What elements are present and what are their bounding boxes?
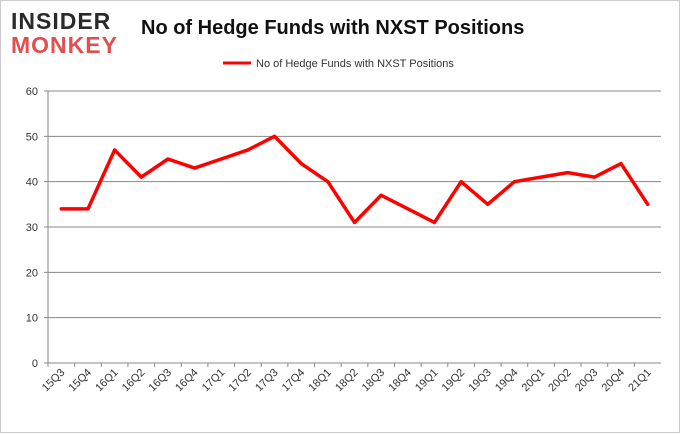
y-tick-label: 30 <box>26 222 38 234</box>
y-tick-label: 0 <box>32 358 38 370</box>
x-tick-label: 21Q1 <box>626 367 654 395</box>
x-tick-label: 19Q1 <box>413 367 441 395</box>
legend-label: No of Hedge Funds with NXST Positions <box>256 58 454 70</box>
data-point <box>379 193 383 197</box>
data-point <box>486 202 490 206</box>
data-point <box>113 148 117 152</box>
x-tick-label: 17Q2 <box>226 367 254 395</box>
x-tick-label: 17Q1 <box>200 367 228 395</box>
x-tick-label: 20Q2 <box>546 367 574 395</box>
data-point <box>193 166 197 170</box>
x-tick-label: 16Q2 <box>120 367 148 395</box>
logo-line1: INSIDER <box>11 8 112 34</box>
x-tick-label: 19Q4 <box>493 367 521 395</box>
data-point <box>353 220 356 224</box>
data-point <box>539 175 543 179</box>
x-tick-label: 20Q1 <box>520 367 548 395</box>
data-point <box>592 175 596 179</box>
y-tick-label: 60 <box>26 86 38 98</box>
data-point <box>246 148 250 152</box>
x-tick-label: 19Q2 <box>440 367 468 395</box>
x-tick-label: 19Q3 <box>466 367 494 395</box>
data-point <box>619 162 623 166</box>
data-point <box>219 157 223 161</box>
x-tick-label: 17Q3 <box>253 367 281 395</box>
x-tick-label: 17Q4 <box>280 367 308 395</box>
x-tick-label: 18Q2 <box>333 367 361 395</box>
data-point <box>299 162 303 166</box>
data-point <box>459 180 463 184</box>
y-tick-label: 40 <box>26 177 38 189</box>
x-tick-label: 20Q4 <box>600 367 628 395</box>
x-tick-label: 16Q4 <box>173 367 201 395</box>
y-tick-label: 50 <box>26 131 38 143</box>
data-point <box>512 180 516 184</box>
y-tick-label: 10 <box>26 313 38 325</box>
x-tick-label: 15Q3 <box>40 367 68 395</box>
data-point <box>326 180 330 184</box>
data-point <box>139 175 143 179</box>
data-point <box>273 134 277 138</box>
x-tick-label: 18Q4 <box>386 367 414 395</box>
logo-line2: MONKEY <box>11 32 118 58</box>
data-point <box>566 171 570 175</box>
data-point <box>166 157 170 161</box>
x-tick-label: 16Q1 <box>93 367 121 395</box>
x-tick-label: 16Q3 <box>147 367 175 395</box>
x-tick-label: 20Q3 <box>573 367 601 395</box>
x-tick-label: 18Q1 <box>306 367 334 395</box>
x-tick-label: 15Q4 <box>67 367 95 395</box>
data-point <box>646 202 650 206</box>
insider-monkey-logo: INSIDER MONKEY <box>11 9 118 57</box>
data-point <box>406 207 410 211</box>
x-tick-label: 18Q3 <box>360 367 388 395</box>
data-point <box>59 207 63 211</box>
data-point <box>432 220 436 224</box>
data-point <box>86 207 90 211</box>
y-tick-label: 20 <box>26 267 38 279</box>
series-line <box>59 134 650 225</box>
chart-title: No of Hedge Funds with NXST Positions <box>141 17 525 39</box>
